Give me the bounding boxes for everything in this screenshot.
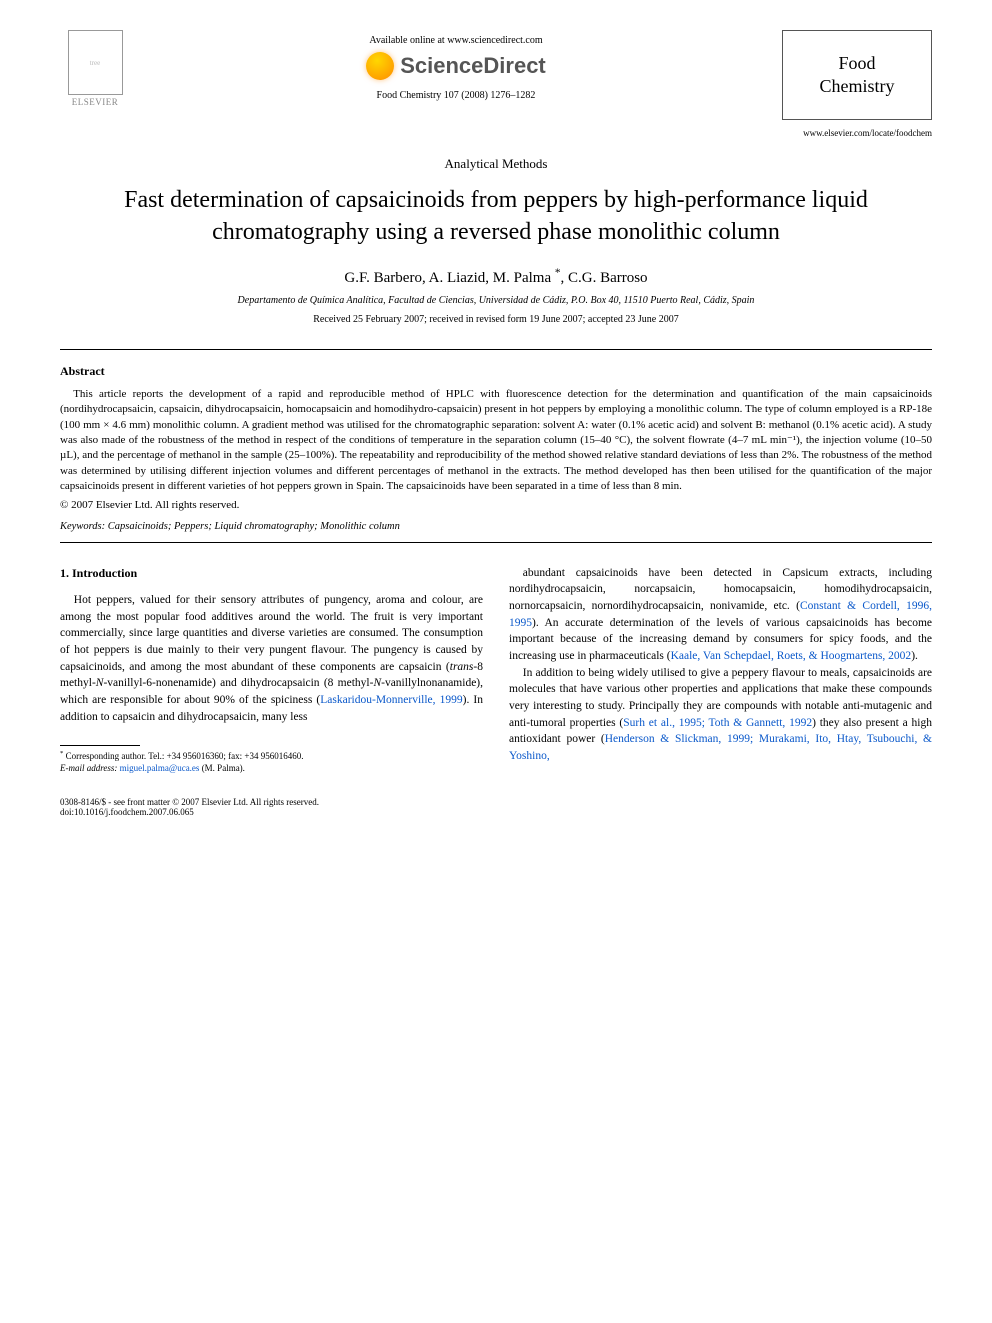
sciencedirect-text: ScienceDirect — [400, 53, 546, 79]
intro-heading: 1. Introduction — [60, 565, 483, 582]
article-title: Fast determination of capsaicinoids from… — [100, 184, 892, 249]
journal-name-line1: Food — [838, 52, 875, 75]
available-online-text: Available online at www.sciencedirect.co… — [130, 35, 782, 46]
elsevier-label: ELSEVIER — [72, 97, 119, 107]
footnote-rule — [60, 745, 140, 746]
footer-front-matter: 0308-8146/$ - see front matter © 2007 El… — [60, 797, 319, 807]
center-header: Available online at www.sciencedirect.co… — [130, 30, 782, 101]
intro-para-1: Hot peppers, valued for their sensory at… — [60, 592, 483, 725]
abstract-body: This article reports the development of … — [60, 387, 932, 495]
footnote-corr-text: Corresponding author. Tel.: +34 95601636… — [66, 751, 304, 761]
affiliation: Departamento de Química Analítica, Facul… — [60, 295, 932, 306]
body-columns: 1. Introduction Hot peppers, valued for … — [60, 565, 932, 775]
keywords: Keywords: Capsaicinoids; Peppers; Liquid… — [60, 521, 932, 532]
column-right: abundant capsaicinoids have been detecte… — [509, 565, 932, 775]
footnote-email-line: E-mail address: miguel.palma@uca.es (M. … — [60, 763, 483, 775]
article-dates: Received 25 February 2007; received in r… — [60, 314, 932, 325]
footer: 0308-8146/$ - see front matter © 2007 El… — [60, 797, 932, 817]
footer-doi: doi:10.1016/j.foodchem.2007.06.065 — [60, 807, 319, 817]
keywords-label: Keywords: — [60, 521, 105, 532]
footnote-corr: * Corresponding author. Tel.: +34 956016… — [60, 750, 483, 763]
authors: G.F. Barbero, A. Liazid, M. Palma *, C.G… — [60, 267, 932, 287]
rule-top — [60, 349, 932, 350]
rule-bottom — [60, 542, 932, 543]
journal-block: Food Chemistry — [782, 30, 932, 120]
column-left: 1. Introduction Hot peppers, valued for … — [60, 565, 483, 775]
journal-box: Food Chemistry — [782, 30, 932, 120]
header-row: tree ELSEVIER Available online at www.sc… — [60, 30, 932, 120]
elsevier-tree-icon: tree — [68, 30, 123, 95]
footnote-email-owner: (M. Palma). — [202, 763, 245, 773]
footnote-block: * Corresponding author. Tel.: +34 956016… — [60, 750, 483, 774]
abstract-copyright: © 2007 Elsevier Ltd. All rights reserved… — [60, 499, 932, 511]
abstract-heading: Abstract — [60, 364, 932, 379]
footer-left: 0308-8146/$ - see front matter © 2007 El… — [60, 797, 319, 817]
journal-url: www.elsevier.com/locate/foodchem — [60, 128, 932, 138]
citation-line: Food Chemistry 107 (2008) 1276–1282 — [130, 90, 782, 101]
sciencedirect-bulb-icon — [366, 52, 394, 80]
intro-para-2: abundant capsaicinoids have been detecte… — [509, 565, 932, 665]
footnote-email[interactable]: miguel.palma@uca.es — [120, 763, 200, 773]
keywords-list: Capsaicinoids; Peppers; Liquid chromatog… — [108, 521, 400, 532]
section-label: Analytical Methods — [60, 156, 932, 172]
journal-name-line2: Chemistry — [820, 75, 895, 98]
sciencedirect-logo: ScienceDirect — [130, 52, 782, 80]
intro-para-3: In addition to being widely utilised to … — [509, 665, 932, 765]
footnote-email-label: E-mail address: — [60, 763, 117, 773]
elsevier-logo: tree ELSEVIER — [60, 30, 130, 107]
